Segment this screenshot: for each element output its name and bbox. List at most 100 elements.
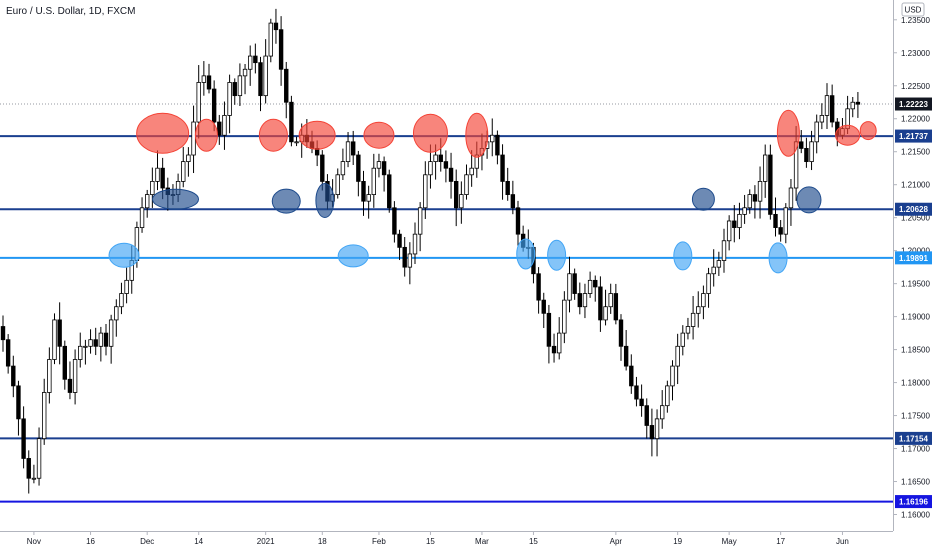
candle-up — [814, 121, 819, 143]
candle-down — [206, 75, 212, 90]
candle-up — [557, 332, 562, 354]
candle-up — [407, 253, 413, 268]
lightblue-marker-ellipse — [337, 244, 369, 268]
candle-up — [139, 207, 145, 228]
candle-up — [52, 319, 57, 360]
currency-badge[interactable] — [901, 2, 925, 17]
candle-up — [42, 392, 47, 440]
y-tick-label: 1.23000 — [901, 49, 930, 58]
candle-up — [124, 279, 129, 294]
candle-down — [253, 55, 258, 64]
candle-down — [67, 378, 73, 393]
candle-up — [675, 345, 680, 367]
candle-up — [701, 293, 706, 308]
candle-down — [289, 101, 294, 143]
price-axis[interactable]: USD 1.235001.230001.225001.220001.215001… — [893, 0, 930, 531]
red-marker-ellipse — [465, 112, 489, 158]
y-tick-label: 1.20000 — [901, 247, 930, 256]
x-tick-label: 16 — [86, 537, 95, 546]
candle-up — [144, 194, 150, 209]
y-tick-label: 1.20500 — [901, 214, 930, 223]
red-marker-ellipse — [776, 109, 800, 157]
candle-down — [598, 286, 603, 321]
candle-down — [623, 345, 629, 367]
candle-up — [98, 332, 104, 347]
candle-up — [690, 312, 696, 327]
candle-up — [464, 174, 469, 195]
candle-up — [72, 359, 78, 393]
candle-down — [57, 319, 62, 347]
candle-up — [716, 260, 722, 268]
x-tick-label: 2021 — [257, 537, 275, 546]
candle-down — [0, 326, 6, 341]
level-label: 1.19891 — [899, 254, 928, 263]
level-label: 1.21737 — [899, 132, 928, 141]
time-axis[interactable]: Nov 16 Dec 14 2021 18 Feb 15 Mar 15 Apr 19 May 17 Jun — [0, 531, 893, 546]
candle-up — [788, 187, 794, 209]
x-tick-label: 17 — [776, 537, 785, 546]
x-tick-label: 18 — [318, 537, 327, 546]
candle-down — [778, 227, 783, 235]
candle-up — [340, 161, 346, 176]
x-tick-label: Apr — [610, 537, 623, 546]
candle-up — [412, 233, 418, 255]
candle-down — [387, 174, 392, 209]
candle-down — [649, 425, 655, 440]
candle-down — [536, 273, 541, 301]
candle-up — [567, 273, 572, 301]
candle-down — [515, 207, 521, 235]
candle-up — [186, 154, 191, 163]
y-tick-label: 1.23500 — [901, 16, 930, 25]
red-marker-ellipse — [258, 118, 288, 152]
candle-down — [768, 154, 773, 215]
candle-up — [196, 82, 201, 123]
candle-up — [680, 332, 685, 347]
annotation-markers — [108, 109, 877, 274]
x-tick-label: Jun — [836, 537, 849, 546]
candle-down — [438, 154, 443, 163]
candle-up — [428, 161, 433, 176]
candle-up — [819, 115, 825, 123]
candle-up — [376, 161, 382, 169]
candle-up — [711, 266, 716, 275]
candle-down — [443, 161, 449, 169]
candle-up — [654, 418, 660, 440]
candle-up — [783, 207, 788, 235]
candle-down — [217, 121, 222, 136]
candle-up — [726, 220, 732, 242]
currency-badge-label: USD — [905, 6, 922, 15]
lightblue-marker-ellipse — [108, 242, 140, 268]
candle-down — [634, 385, 639, 400]
level-label-box — [895, 431, 932, 445]
lightblue-marker-ellipse — [516, 238, 536, 270]
candle-down — [397, 233, 402, 248]
lightblue-marker-ellipse — [547, 239, 567, 271]
candle-up — [665, 385, 670, 407]
candle-down — [211, 88, 217, 123]
candle-down — [593, 279, 598, 288]
level-label: 1.20628 — [899, 205, 928, 214]
candle-down — [799, 141, 804, 149]
blue-marker-ellipse — [152, 188, 200, 210]
candle-down — [639, 398, 644, 407]
candle-up — [809, 141, 814, 163]
red-marker-ellipse — [298, 120, 336, 150]
candle-up — [227, 82, 232, 116]
candle-up — [423, 174, 428, 209]
y-tick-label: 1.17500 — [901, 412, 930, 421]
level-label: 1.17154 — [899, 434, 928, 443]
candle-up — [608, 293, 613, 308]
y-tick-label: 1.17000 — [901, 445, 930, 454]
candle-up — [36, 438, 42, 479]
candle-down — [350, 141, 356, 156]
x-tick-label: May — [722, 537, 737, 546]
candle-up — [696, 306, 701, 314]
candle-up — [268, 22, 273, 57]
level-label-box — [895, 251, 932, 265]
candle-down — [26, 458, 31, 479]
candle-down — [356, 154, 361, 182]
candle-down — [773, 213, 778, 228]
candle-down — [11, 365, 16, 387]
candle-up — [222, 115, 227, 136]
